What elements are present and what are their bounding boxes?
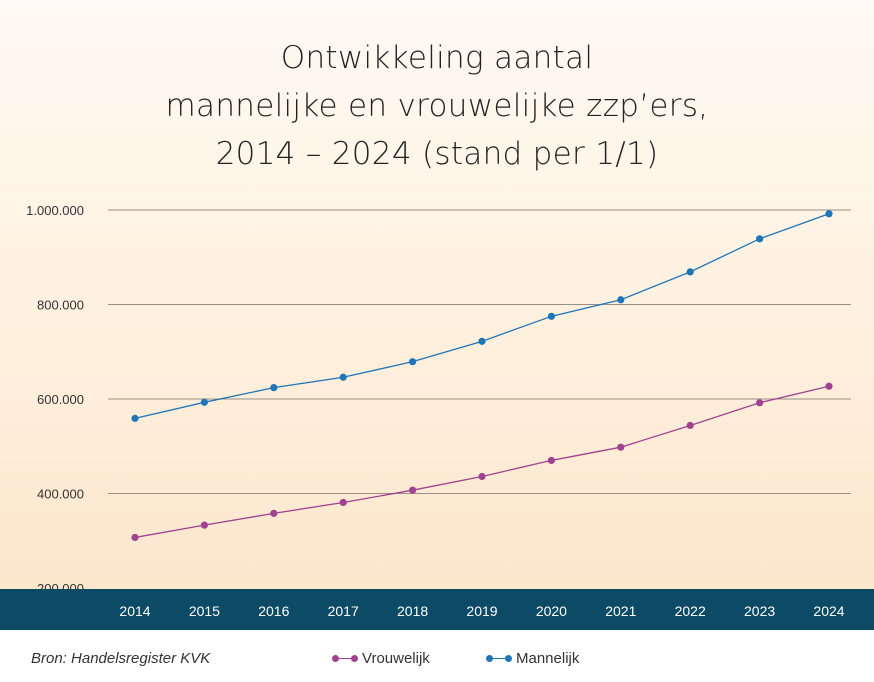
legend-line-vrouwelijk xyxy=(334,657,356,659)
data-point-vrouwelijk xyxy=(131,533,139,542)
series-line-mannelijk xyxy=(134,213,830,420)
x-tick-label: 2014 xyxy=(119,603,150,619)
legend-line-mannelijk xyxy=(488,657,510,659)
data-point-vrouwelijk xyxy=(547,456,556,465)
legend-marker-vrouwelijk xyxy=(332,654,358,664)
data-point-mannelijk xyxy=(200,398,208,406)
data-point-vrouwelijk xyxy=(409,486,417,494)
data-point-vrouwelijk xyxy=(478,472,486,481)
x-tick-label: 2015 xyxy=(189,603,220,619)
data-point-mannelijk xyxy=(547,312,556,320)
x-tick-label: 2019 xyxy=(466,603,497,619)
source-note: Bron: Handelsregister KVK xyxy=(31,650,211,667)
x-tick-label: 2023 xyxy=(744,603,775,619)
x-axis-tick-labels: 2014 2015 2016 2017 2018 2019 2020 2021 2022 2023… xyxy=(119,603,844,619)
series-line-vrouwelijk xyxy=(134,385,830,539)
legend-item-vrouwelijk: Vrouwelijk xyxy=(332,650,430,667)
x-tick-label: 2024 xyxy=(813,603,844,619)
series-lines xyxy=(131,210,833,542)
legend-item-mannelijk: Mannelijk xyxy=(486,650,579,667)
x-tick-label: 2017 xyxy=(328,603,359,619)
data-point-mannelijk xyxy=(270,384,278,392)
y-tick-label: 400.000 xyxy=(37,487,84,502)
footer xyxy=(0,630,874,682)
data-point-mannelijk xyxy=(478,337,486,345)
data-point-vrouwelijk xyxy=(270,509,278,517)
legend-label-mannelijk: Mannelijk xyxy=(516,650,580,667)
data-point-vrouwelijk xyxy=(617,443,625,451)
x-tick-label: 2016 xyxy=(258,603,289,619)
x-tick-label: 2020 xyxy=(536,603,567,619)
x-tick-label: 2022 xyxy=(675,603,706,619)
data-point-mannelijk xyxy=(617,296,625,304)
x-axis-band xyxy=(0,589,874,630)
x-tick-label: 2018 xyxy=(397,603,428,619)
data-point-mannelijk xyxy=(825,210,833,218)
legend-dot-vrouwelijk xyxy=(332,654,339,662)
legend-dot-mannelijk xyxy=(505,654,512,662)
chart-title: Ontwikkeling aantal mannelijke en vrouwe… xyxy=(0,34,874,178)
data-point-vrouwelijk xyxy=(825,382,833,390)
data-point-mannelijk xyxy=(756,235,764,243)
data-point-mannelijk xyxy=(686,268,694,276)
legend-label-vrouwelijk: Vrouwelijk xyxy=(362,650,430,667)
data-point-vrouwelijk xyxy=(686,421,694,430)
data-point-vrouwelijk xyxy=(756,399,764,407)
chart-title-line-1: Ontwikkeling aantal xyxy=(280,40,594,76)
chart-title-line-2: mannelijke en vrouwelijke zzp’ers, xyxy=(165,88,709,124)
data-point-mannelijk xyxy=(131,414,139,422)
y-tick-label: 600.000 xyxy=(37,392,84,407)
y-tick-label: 1.000.000 xyxy=(26,203,84,218)
chart-title-line-3: 2014 – 2024 (stand per 1/1) xyxy=(215,136,659,172)
data-point-mannelijk xyxy=(339,373,347,381)
legend-dot-vrouwelijk xyxy=(351,654,358,662)
data-point-vrouwelijk xyxy=(339,498,347,507)
legend-marker-mannelijk xyxy=(486,654,512,664)
gridlines xyxy=(108,209,851,494)
legend-dot-mannelijk xyxy=(486,654,493,662)
data-point-mannelijk xyxy=(409,358,417,366)
x-tick-label: 2021 xyxy=(605,603,636,619)
y-tick-label: 800.000 xyxy=(37,298,84,313)
data-point-vrouwelijk xyxy=(200,521,208,529)
